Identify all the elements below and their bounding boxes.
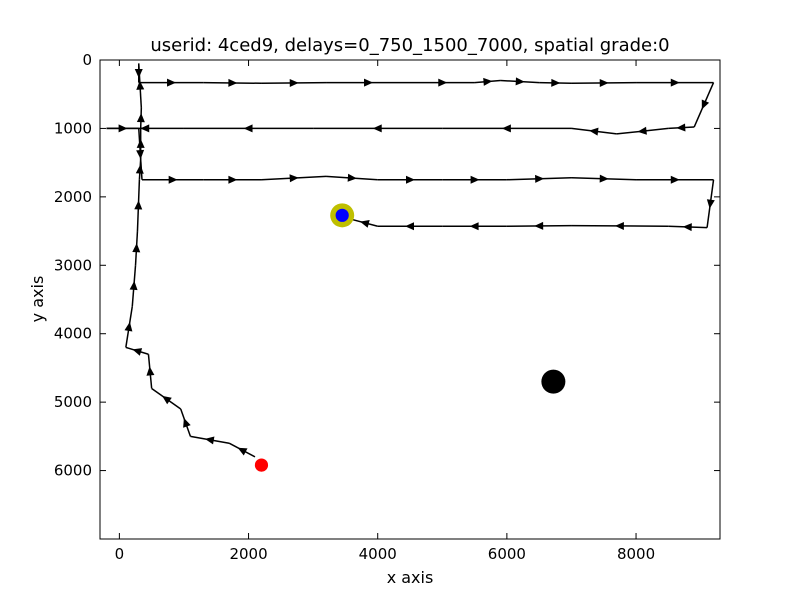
path-arrow <box>136 138 145 148</box>
path-arrow <box>118 124 128 133</box>
path-arrow <box>670 175 680 184</box>
y-tick-label: 2000 <box>54 188 92 206</box>
path-arrow <box>551 78 561 87</box>
y-tick-label: 6000 <box>54 462 92 480</box>
path-arrow <box>228 175 238 184</box>
path-arrow <box>469 222 479 231</box>
path-arrow <box>701 99 710 110</box>
y-tick-label: 1000 <box>54 119 92 137</box>
path-arrow <box>599 78 609 87</box>
x-axis-label: x axis <box>387 568 434 587</box>
path-arrow <box>599 174 609 183</box>
path-arrow <box>589 127 599 136</box>
path-arrow <box>132 243 141 253</box>
y-tick-label: 0 <box>82 51 92 69</box>
path-arrow <box>228 78 238 87</box>
path-arrow <box>134 69 143 79</box>
path-arrow <box>682 223 692 232</box>
path-arrow <box>501 124 511 133</box>
path-arrow <box>534 221 544 230</box>
path-arrow <box>167 78 177 87</box>
x-tick-label: 8000 <box>617 545 655 563</box>
path-arrow <box>132 348 143 356</box>
path-arrow <box>168 175 178 184</box>
path-arrow <box>515 77 525 86</box>
path-arrow <box>637 126 647 135</box>
path-arrow <box>136 149 145 160</box>
path-arrow <box>470 175 480 184</box>
y-tick-label: 4000 <box>54 325 92 343</box>
x-tick-label: 2000 <box>229 545 267 563</box>
path-arrow <box>372 124 382 133</box>
path-arrow <box>483 77 493 86</box>
path-arrow <box>670 78 680 87</box>
plot-frame <box>99 59 721 540</box>
path-arrow <box>124 321 133 332</box>
path-arrow <box>359 220 370 228</box>
path-arrow <box>706 199 715 209</box>
path-arrow <box>289 174 299 183</box>
path-arrow <box>405 222 414 231</box>
path-arrow <box>135 164 144 174</box>
end-point <box>335 208 349 222</box>
y-axis-label: y axis <box>28 276 47 323</box>
black-circle <box>541 369 566 394</box>
axes: 0 2000 4000 6000 8000 0 1000 2000 3000 4000 5000 60… <box>54 51 720 563</box>
path-arrow <box>289 78 299 87</box>
path-arrow <box>162 395 172 405</box>
path-arrow <box>535 174 545 183</box>
path-arrow <box>136 80 145 90</box>
y-tick-label: 3000 <box>54 256 92 274</box>
path-arrow <box>364 78 374 87</box>
path-arrow <box>406 175 415 184</box>
path-arrow <box>134 200 143 210</box>
x-tick-label: 0 <box>115 545 125 563</box>
path-arrow <box>438 78 448 87</box>
chart-title: userid: 4ced9, delays=0_750_1500_7000, s… <box>150 35 669 56</box>
path-arrow <box>204 436 215 445</box>
path-arrow <box>129 280 138 291</box>
path-arrow <box>136 113 145 123</box>
path-arrow <box>347 173 357 182</box>
path-arrow <box>183 417 191 428</box>
plot-area <box>106 63 715 472</box>
path-arrow <box>237 447 248 456</box>
y-tick-label: 5000 <box>54 393 92 411</box>
path-arrow <box>614 221 624 230</box>
path-arrow <box>146 366 155 376</box>
path-arrow <box>676 123 686 132</box>
path-arrow <box>140 124 150 133</box>
x-tick-label: 6000 <box>488 545 526 563</box>
path-arrow <box>243 124 253 133</box>
x-tick-label: 4000 <box>359 545 397 563</box>
start-point <box>254 458 269 472</box>
